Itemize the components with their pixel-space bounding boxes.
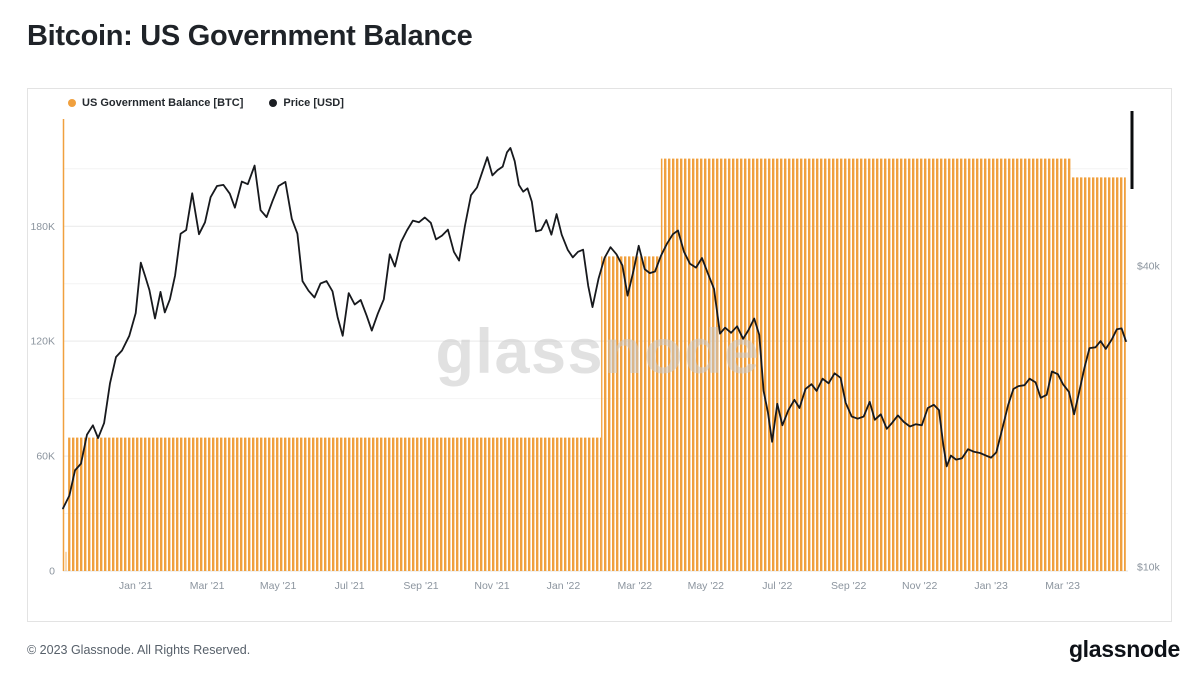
balance-step-segment <box>601 256 661 571</box>
glassnode-logo: glassnode <box>1068 636 1180 662</box>
x-axis-tick-label: Sep '22 <box>831 580 866 592</box>
left-axis-tick-label: 60K <box>36 451 55 463</box>
x-axis-tick-label: Nov '22 <box>902 580 937 592</box>
x-axis-tick-label: Mar '23 <box>1045 580 1080 592</box>
balance-bars <box>65 158 1126 571</box>
legend-item-balance[interactable]: US Government Balance [BTC] <box>68 97 243 109</box>
page-title: Bitcoin: US Government Balance <box>27 20 473 52</box>
x-axis-tick-label: Mar '22 <box>617 580 652 592</box>
left-axis-labels: 0 60K 120K 180K <box>30 221 55 578</box>
footer-copyright: © 2023 Glassnode. All Rights Reserved. <box>27 642 251 657</box>
right-axis-tick-label: $10k <box>1137 561 1161 573</box>
x-axis-tick-label: Sep '21 <box>403 580 438 592</box>
legend-item-price[interactable]: Price [USD] <box>269 97 344 109</box>
footer: © 2023 Glassnode. All Rights Reserved. g… <box>27 636 1180 663</box>
price-line <box>62 147 1127 510</box>
x-axis-tick-label: Nov '21 <box>474 580 509 592</box>
x-axis-tick-label: Mar '21 <box>190 580 225 592</box>
right-axis-tick-label: $40k <box>1137 260 1161 272</box>
x-axis-labels: Jan '21 Mar '21 May '21 Jul '21 Sep '21 Nov '… <box>119 580 1080 592</box>
price-series-dot <box>269 99 278 107</box>
left-axis-tick-label: 180K <box>30 221 55 233</box>
legend-label-price: Price [USD] <box>283 97 344 109</box>
x-axis-tick-label: Jul '22 <box>762 580 792 592</box>
x-axis-tick-label: May '21 <box>260 580 297 592</box>
balance-step-segment <box>1071 177 1126 571</box>
balance-series-dot <box>68 99 76 107</box>
balance-price-chart[interactable]: glassnode 0 60K 120K 180K $10k $40k Jan '21 Mar … <box>28 89 1171 621</box>
legend-label-balance: US Government Balance [BTC] <box>82 97 244 109</box>
x-axis-tick-label: Jul '21 <box>335 580 365 592</box>
left-axis-tick-label: 0 <box>49 566 55 578</box>
balance-step-segment <box>65 551 69 571</box>
x-axis-tick-label: Jan '23 <box>974 580 1008 592</box>
right-axis-labels: $10k $40k <box>1137 260 1161 573</box>
x-axis-tick-label: Jan '21 <box>119 580 153 592</box>
left-axis-tick-label: 120K <box>30 336 55 348</box>
chart-legend: US Government Balance [BTC] Price [USD] <box>68 97 344 109</box>
balance-step-segment <box>68 437 602 571</box>
x-axis-tick-label: Jan '22 <box>547 580 581 592</box>
balance-step-segment <box>660 158 1072 571</box>
x-axis-tick-label: May '22 <box>688 580 725 592</box>
glassnode-watermark: glassnode <box>435 317 760 387</box>
chart-card: US Government Balance [BTC] Price [USD] … <box>27 88 1172 622</box>
